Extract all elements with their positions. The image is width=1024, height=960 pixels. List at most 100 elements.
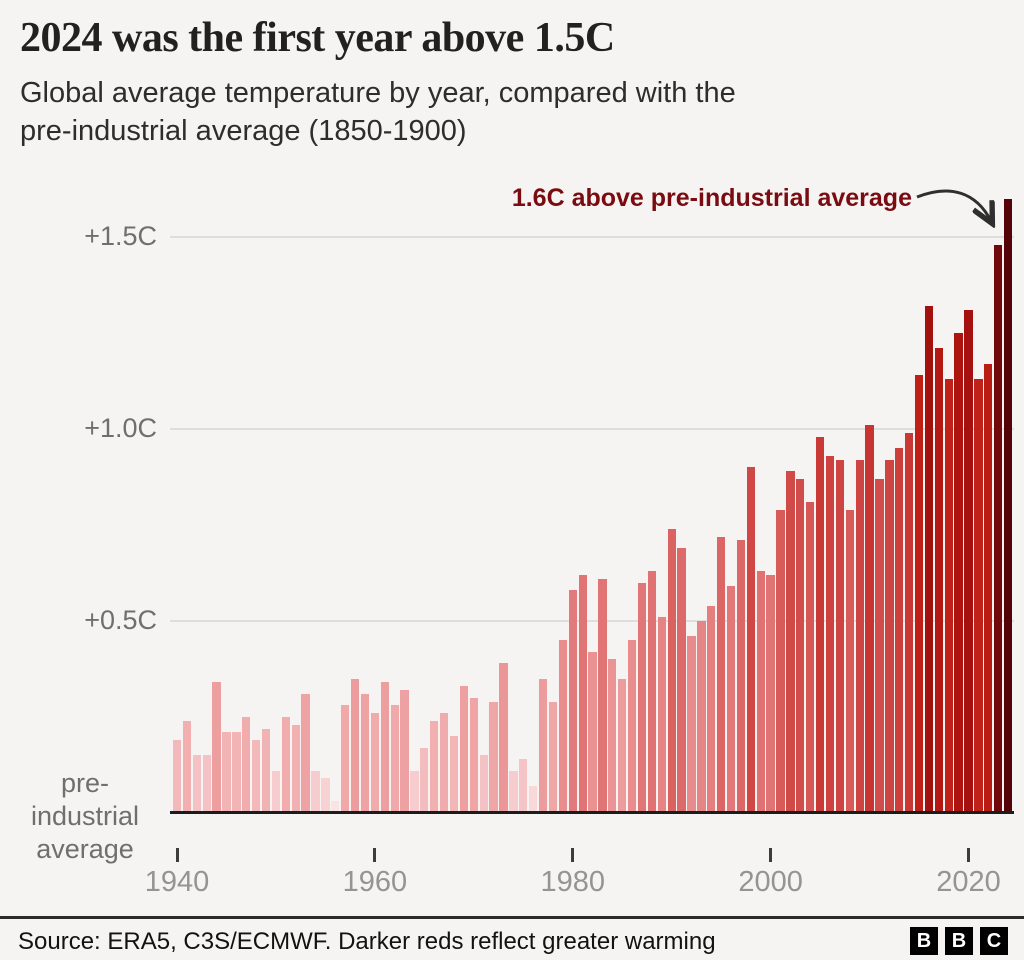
- x-axis-label-2020: 2020: [936, 866, 1001, 898]
- bar-1988: [647, 571, 657, 813]
- page-title: 2024 was the first year above 1.5C: [20, 15, 615, 61]
- bar-2011: [875, 478, 884, 813]
- bar-1982: [588, 651, 597, 813]
- bar-1957: [341, 705, 350, 813]
- bar-1943: [202, 755, 211, 813]
- bar-1990: [667, 528, 676, 813]
- bar-2003: [796, 478, 805, 813]
- bar-1976: [529, 786, 538, 813]
- bar-2020: [964, 309, 973, 813]
- bar-1974: [509, 770, 518, 813]
- bar-1967: [439, 713, 449, 813]
- bar-1999: [756, 571, 765, 813]
- bar-1970: [469, 697, 478, 813]
- bar-2009: [855, 459, 864, 813]
- peak-annotation: 1.6C above pre-industrial average: [511, 184, 912, 212]
- bar-1975: [519, 759, 528, 813]
- baseline-label-line-1: pre-: [60, 768, 109, 798]
- baseline-label-line-2: industrial: [30, 801, 140, 831]
- bar-1958: [350, 678, 360, 813]
- bar-2012: [885, 459, 894, 813]
- baseline-label: pre- industrial average: [8, 767, 162, 866]
- bar-1952: [291, 724, 300, 813]
- bar-1942: [192, 755, 201, 813]
- bar-1992: [687, 636, 696, 813]
- bar-1966: [430, 720, 439, 813]
- bar-1961: [380, 682, 389, 813]
- subtitle-line-1: Global average temperature by year, comp…: [20, 77, 736, 109]
- x-axis-baseline: [170, 811, 1014, 814]
- chart-subtitle: Global average temperature by year, comp…: [20, 74, 980, 150]
- bar-2018: [944, 379, 953, 813]
- source-attribution: Source: ERA5, C3S/ECMWF. Darker reds ref…: [18, 928, 716, 955]
- bar-1945: [222, 732, 231, 813]
- bar-1944: [212, 682, 221, 813]
- x-axis-label-2000: 2000: [738, 866, 803, 898]
- bar-1946: [232, 732, 241, 813]
- bar-1972: [489, 701, 498, 813]
- bar-1996: [726, 586, 736, 813]
- bar-2002: [786, 471, 795, 813]
- bar-1984: [608, 659, 617, 813]
- bar-1965: [420, 747, 429, 813]
- bar-2015: [914, 375, 924, 813]
- bar-2006: [825, 455, 835, 813]
- x-axis-label-1980: 1980: [540, 866, 605, 898]
- bar-2010: [865, 425, 874, 813]
- bar-2024: [1003, 198, 1013, 813]
- x-tick-2000: [769, 848, 773, 862]
- bar-1948: [252, 740, 261, 813]
- x-axis-label-1960: 1960: [342, 866, 408, 898]
- bar-1956: [331, 801, 340, 813]
- bar-2005: [815, 436, 825, 813]
- bar-1971: [479, 755, 488, 813]
- bar-1962: [390, 705, 399, 813]
- x-tick-2020: [967, 848, 971, 862]
- bar-2022: [984, 363, 993, 813]
- bar-1960: [370, 713, 380, 813]
- bar-2008: [845, 509, 854, 813]
- bar-1978: [548, 701, 558, 813]
- bar-1986: [627, 640, 637, 813]
- bar-2007: [835, 459, 845, 813]
- x-tick-1960: [373, 848, 377, 862]
- bar-1949: [261, 728, 271, 813]
- bar-1940: [172, 740, 182, 813]
- bar-1980: [568, 590, 577, 813]
- bar-1954: [311, 770, 320, 813]
- bar-1989: [657, 617, 666, 813]
- bar-2019: [954, 333, 963, 813]
- bar-2023: [994, 244, 1003, 813]
- bar-2016: [924, 306, 934, 813]
- gridline-+1.5C: [170, 236, 1014, 238]
- bar-2013: [895, 448, 904, 813]
- bar-1941: [182, 720, 192, 813]
- bar-1991: [677, 548, 686, 813]
- baseline-label-line-3: average: [36, 834, 134, 864]
- gridline-+0.5C: [170, 620, 1014, 622]
- x-axis-label-1940: 1940: [144, 866, 210, 898]
- y-axis-label-+1.0C: +1.0C: [84, 413, 157, 443]
- bar-1955: [321, 778, 330, 813]
- x-tick-1940: [175, 848, 179, 862]
- bar-1977: [538, 678, 548, 813]
- bbc-logo-letter-2: C: [980, 927, 1008, 955]
- y-axis-label-+0.5C: +0.5C: [84, 605, 157, 635]
- bar-2001: [776, 509, 785, 813]
- bar-1950: [271, 770, 281, 813]
- bar-1983: [598, 578, 607, 813]
- bar-1968: [449, 736, 459, 813]
- bar-1985: [618, 678, 627, 813]
- bar-2004: [806, 501, 815, 813]
- bar-1947: [242, 717, 251, 813]
- bar-2014: [905, 432, 914, 813]
- bar-1959: [360, 693, 370, 813]
- bar-1997: [736, 540, 746, 813]
- bar-1993: [697, 621, 706, 813]
- gridline-+1.0C: [170, 428, 1014, 430]
- bar-1995: [717, 536, 726, 813]
- subtitle-line-2: pre-industrial average (1850-1900): [20, 115, 467, 147]
- bbc-logo-letter-0: B: [910, 927, 938, 955]
- bar-1981: [578, 574, 587, 813]
